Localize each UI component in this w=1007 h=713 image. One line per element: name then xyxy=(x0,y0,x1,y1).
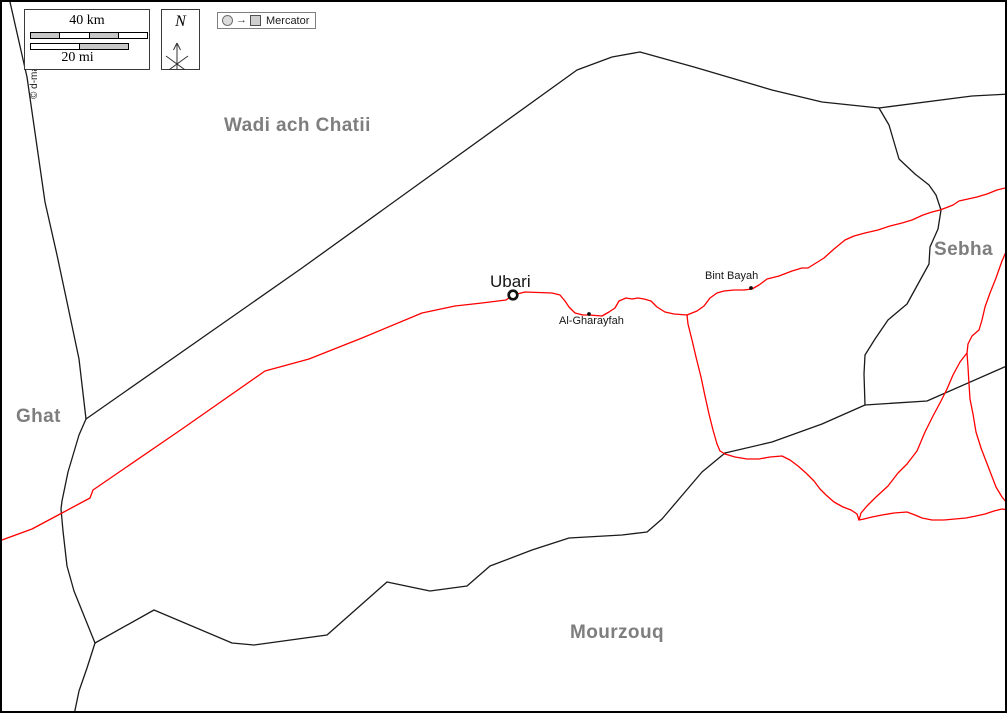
projection-name: Mercator xyxy=(266,14,310,27)
boundary-east xyxy=(863,107,942,406)
projection-box: → Mercator xyxy=(217,12,317,29)
road-network xyxy=(2,187,1005,541)
road-junction-south xyxy=(686,314,726,455)
road-west-to-ubari xyxy=(2,294,514,541)
city-marker-bint-bayah xyxy=(749,286,753,290)
scale-segment xyxy=(78,44,128,49)
scale-bar-box: 40 km 20 mi xyxy=(24,9,150,70)
scale-km-label: 40 km xyxy=(69,13,105,28)
city-marker-ubari xyxy=(507,289,519,301)
boundary-east-branch xyxy=(864,366,1005,406)
boundary-north-ridge xyxy=(639,51,880,109)
scale-km-bar xyxy=(30,32,148,39)
north-label: N xyxy=(175,13,186,30)
region-label-mourzouq: Mourzouq xyxy=(570,622,664,643)
north-arrow-box: N xyxy=(161,9,200,70)
scale-segment xyxy=(31,44,79,49)
region-label-sebha: Sebha xyxy=(934,239,994,260)
region-label-ghat: Ghat xyxy=(16,406,61,427)
sphere-icon xyxy=(222,15,233,26)
arrow-right-icon: → xyxy=(236,14,247,26)
boundary-west-upper xyxy=(9,2,87,420)
boundary-west-lower xyxy=(60,418,96,711)
region-label-wadi-ach-chatii: Wadi ach Chatii xyxy=(224,115,371,136)
north-arrow-icon xyxy=(165,42,189,70)
scale-segment xyxy=(117,33,147,38)
road-east-vertical xyxy=(966,252,1005,502)
road-south-east xyxy=(724,453,1005,521)
boundary-southeast-diagonal xyxy=(724,404,866,454)
city-label-bint-bayah: Bint Bayah xyxy=(705,270,759,282)
scale-segment xyxy=(31,33,60,38)
city-label-ubari: Ubari xyxy=(490,272,531,291)
boundary-northeast-branch xyxy=(878,93,1005,109)
boundary-northwest-diagonal xyxy=(85,51,641,420)
road-ubari-to-junction xyxy=(512,291,688,317)
plane-icon xyxy=(250,15,261,26)
scale-mi-label: 20 mi xyxy=(61,50,94,65)
road-bint-bayah-northeast xyxy=(686,187,1005,316)
road-east-connector xyxy=(858,352,968,521)
scale-segment xyxy=(88,33,118,38)
scale-mi-bar xyxy=(30,43,129,50)
scale-segment xyxy=(59,33,89,38)
boundary-south xyxy=(94,452,726,646)
district-boundaries xyxy=(9,2,1005,711)
city-label-al-gharayfah: Al-Gharayfah xyxy=(559,315,624,327)
city-marker-al-gharayfah xyxy=(587,312,591,316)
